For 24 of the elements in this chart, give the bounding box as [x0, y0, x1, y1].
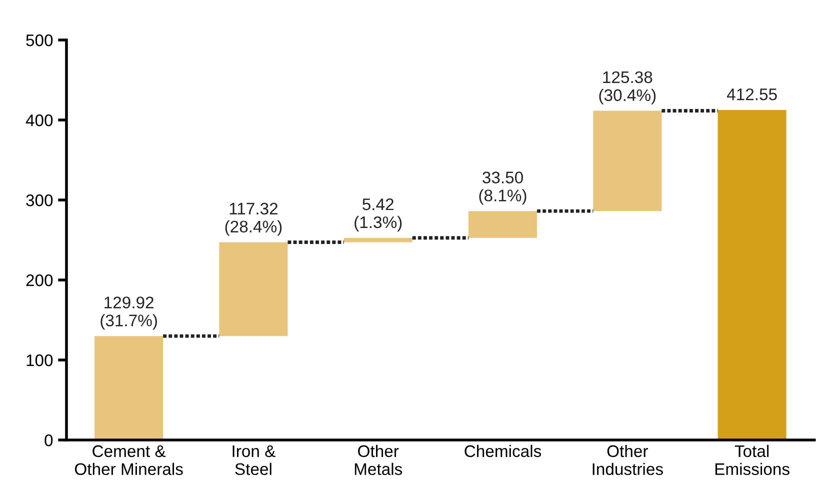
x-tick-label: Total Emissions	[715, 444, 790, 476]
x-tick-label: Other Metals	[354, 444, 402, 476]
x-tick-label: Chemicals	[464, 444, 542, 458]
y-tick-label: 500	[26, 34, 53, 46]
bar	[344, 238, 412, 242]
data-label: 129.92 (31.7%)	[100, 296, 157, 330]
bar	[718, 110, 786, 440]
x-tick-label: Iron & Steel	[232, 445, 276, 476]
data-label: 412.55	[726, 88, 777, 100]
x-tick-label: Cement & Other Minerals	[74, 445, 183, 476]
bar	[219, 242, 288, 336]
y-tick-label: 300	[26, 194, 53, 206]
data-label: 125.38 (30.4%)	[599, 71, 656, 104]
data-label: 33.50 (8.1%)	[479, 172, 526, 205]
x-tick-label: Other Industries	[592, 444, 663, 476]
y-tick-label: 100	[26, 354, 53, 366]
data-label: 117.32 (28.4%)	[225, 202, 282, 236]
y-tick-label: 0	[44, 434, 53, 446]
data-label: 5.42 (1.3%)	[354, 198, 402, 232]
y-tick-label: 400	[26, 114, 53, 126]
y-tick-label: 200	[26, 274, 53, 286]
bar	[94, 336, 164, 440]
bar	[468, 211, 538, 238]
bar	[593, 110, 662, 212]
